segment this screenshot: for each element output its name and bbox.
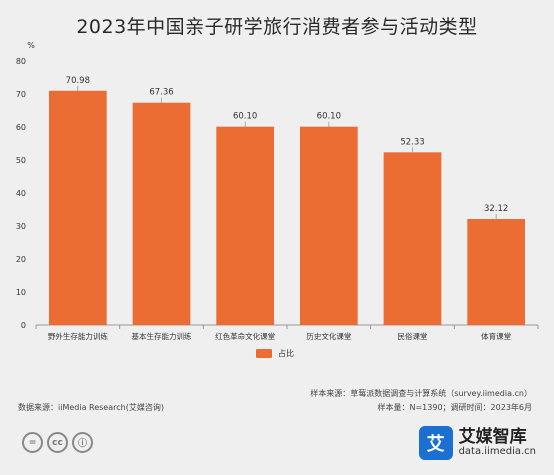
- y-tick-label: 60: [16, 123, 26, 132]
- data-source: 数据来源：iiMedia Research(艾媒咨询): [18, 403, 164, 412]
- bar: [216, 126, 275, 325]
- legend-label: 占比: [278, 349, 294, 358]
- x-tick-label: 野外生存能力训练: [48, 331, 108, 341]
- y-tick-label: 70: [16, 90, 26, 99]
- y-tick-label: 10: [16, 288, 26, 297]
- bars: 70.98 67.36 60.10 60.10 52.33 32.12: [48, 76, 526, 326]
- cc-logo-icon: cc: [47, 432, 68, 453]
- y-tick-label: 0: [21, 321, 26, 330]
- y-tick-label: 30: [16, 222, 26, 231]
- cc-equals-icon: =: [22, 432, 43, 453]
- data-label: 32.12: [484, 204, 508, 214]
- bar: [48, 90, 107, 326]
- brand-url: data.iimedia.cn: [458, 445, 536, 457]
- y-tick-label: 20: [16, 255, 26, 264]
- x-tick-label: 红色革命文化课堂: [215, 331, 275, 341]
- y-tick-label: 50: [16, 156, 26, 165]
- brand-mark-icon: 艾: [418, 426, 453, 460]
- license-icons: = cc ⓘ: [22, 432, 93, 453]
- y-tick-label: 80: [16, 57, 26, 66]
- y-tick-label: 40: [16, 189, 26, 198]
- bar: [467, 219, 526, 325]
- chart-title: 2023年中国亲子研学旅行消费者参与活动类型: [76, 16, 478, 38]
- brand-name: 艾媒智库: [458, 426, 527, 447]
- x-tick-label: 基本生存能力训练: [132, 331, 192, 341]
- y-axis-unit: %: [27, 41, 35, 50]
- data-label: 67.36: [149, 88, 173, 98]
- x-tick-label: 历史文化课堂: [306, 331, 351, 341]
- data-label: 60.10: [317, 112, 341, 122]
- x-tick-label: 体育课堂: [481, 331, 511, 341]
- bar: [383, 152, 442, 325]
- bar: [132, 102, 191, 325]
- sample-source: 样本来源：草莓派数据调查与计算系统（survey.iimedia.cn）: [310, 389, 532, 398]
- x-tick-label: 民俗课堂: [398, 331, 428, 341]
- bar: [299, 126, 358, 325]
- legend: 占比: [256, 348, 294, 359]
- data-label: 70.98: [66, 76, 90, 86]
- sample-size: 样本量：N=1390；调研时间：2023年6月: [377, 403, 533, 412]
- x-axis: 野外生存能力训练 基本生存能力训练 红色革命文化课堂 历史文化课堂 民俗课堂 体育课堂: [35, 325, 539, 341]
- cc-attribution-icon: ⓘ: [72, 432, 93, 453]
- data-label: 60.10: [233, 112, 257, 122]
- brand-logo: 艾 艾媒智库 data.iimedia.cn: [418, 426, 536, 460]
- data-label: 52.33: [400, 137, 424, 147]
- legend-swatch: [256, 349, 272, 358]
